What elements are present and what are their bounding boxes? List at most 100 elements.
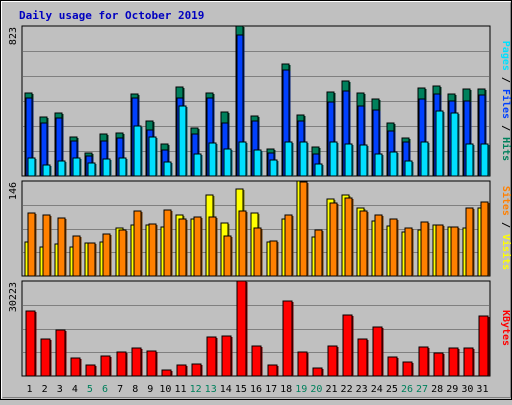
day-label-18: 18: [280, 384, 292, 395]
legend-sites: Sites: [500, 186, 512, 216]
day-label-19: 19: [295, 384, 307, 395]
kbytes-bar-day-22: [342, 314, 353, 377]
sites-bar-day-14: [223, 235, 232, 277]
legend-hits: Hits: [500, 137, 512, 161]
pages-bar-day-18: [284, 141, 293, 177]
day-label-14: 14: [220, 384, 232, 395]
kbytes-bar-day-30: [463, 347, 474, 377]
sites-bar-day-31: [480, 201, 489, 277]
day-label-15: 15: [235, 384, 247, 395]
pages-bar-day-19: [299, 141, 308, 177]
kbytes-bar-day-3: [55, 329, 66, 377]
pages-bar-day-28: [435, 110, 444, 177]
day-label-11: 11: [174, 384, 186, 395]
legend-pages: Pages: [500, 41, 511, 71]
sites-bar-day-30: [465, 207, 474, 277]
pages-bar-day-12: [193, 153, 202, 177]
sites-bar-day-11: [178, 218, 187, 277]
pages-bar-day-9: [148, 136, 157, 177]
kbytes-bar-day-2: [40, 338, 51, 377]
day-label-20: 20: [310, 384, 322, 395]
day-label-3: 3: [57, 384, 63, 395]
kbytes-bar-day-6: [100, 355, 111, 377]
kbytes-bar-day-9: [146, 350, 157, 377]
pages-bar-day-7: [118, 157, 127, 177]
kbytes-bar-day-13: [206, 336, 217, 377]
sites-bar-day-17: [269, 240, 278, 277]
sites-bar-day-13: [208, 216, 217, 277]
day-label-23: 23: [356, 384, 368, 395]
day-label-5: 5: [87, 384, 93, 395]
day-label-25: 25: [386, 384, 398, 395]
kbytes-bar-day-14: [221, 335, 232, 377]
day-label-26: 26: [401, 384, 413, 395]
kbytes-bar-day-20: [312, 367, 323, 377]
kbytes-bar-day-1: [25, 310, 36, 377]
sites-bar-day-21: [329, 202, 338, 277]
legend-files: Files: [500, 89, 512, 119]
sites-bar-day-5: [87, 242, 96, 277]
day-label-28: 28: [431, 384, 443, 395]
sites-bar-day-20: [314, 229, 323, 277]
kbytes-bar-day-16: [251, 345, 262, 377]
sites-bar-day-4: [72, 235, 81, 277]
pages-bar-day-6: [102, 158, 111, 177]
legend-separator: /: [500, 71, 511, 89]
day-label-29: 29: [446, 384, 458, 395]
pages-bar-day-4: [72, 157, 81, 177]
kbytes-bar-day-4: [70, 357, 81, 377]
kbytes-bar-day-25: [387, 356, 398, 377]
pages-bar-day-8: [133, 125, 142, 177]
legend-visits: Visits: [500, 234, 512, 270]
day-label-17: 17: [265, 384, 277, 395]
kbytes-bar-day-18: [282, 300, 293, 377]
sites-bar-day-24: [374, 214, 383, 277]
pages-bar-day-30: [465, 143, 474, 177]
legend-separator: /: [500, 216, 511, 234]
panel-2-legend: Sites / Visits: [500, 186, 512, 270]
kbytes-bar-day-23: [357, 338, 368, 377]
pages-bar-day-27: [420, 141, 429, 177]
day-label-24: 24: [371, 384, 383, 395]
pages-bar-day-23: [359, 144, 368, 177]
kbytes-bar-day-12: [191, 363, 202, 377]
pages-bar-day-25: [389, 151, 398, 177]
kbytes-bar-day-29: [448, 347, 459, 377]
kbytes-bar-day-27: [418, 346, 429, 377]
panel-1-legend: Pages / Files / Hits: [500, 41, 512, 161]
day-label-7: 7: [117, 384, 123, 395]
sites-bar-day-27: [420, 221, 429, 277]
day-label-30: 30: [461, 384, 473, 395]
legend-separator: /: [500, 119, 511, 137]
sites-bar-day-12: [193, 216, 202, 277]
kbytes-bar-day-26: [402, 361, 413, 377]
pages-bar-day-22: [344, 143, 353, 177]
sites-bar-day-1: [27, 212, 36, 277]
day-label-12: 12: [190, 384, 202, 395]
kbytes-bar-day-28: [433, 352, 444, 377]
sites-bar-day-9: [148, 223, 157, 277]
sites-bar-day-6: [102, 233, 111, 277]
day-label-22: 22: [341, 384, 353, 395]
pages-bar-day-31: [480, 143, 489, 177]
sites-bar-day-29: [450, 226, 459, 277]
legend-kbytes: KBytes: [500, 310, 511, 346]
panel-3-legend: KBytes: [500, 310, 511, 346]
sites-bar-day-15: [238, 210, 247, 277]
day-label-31: 31: [476, 384, 488, 395]
pages-bar-day-16: [253, 149, 262, 177]
pages-bar-day-24: [374, 153, 383, 177]
pages-bar-day-10: [163, 161, 172, 177]
sites-bar-day-26: [404, 227, 413, 277]
pages-bar-day-3: [57, 160, 66, 177]
pages-bar-day-5: [87, 162, 96, 177]
day-label-4: 4: [72, 384, 78, 395]
sites-bar-day-2: [42, 214, 51, 277]
day-label-27: 27: [416, 384, 428, 395]
sites-bar-day-16: [253, 227, 262, 277]
day-label-21: 21: [325, 384, 337, 395]
kbytes-bar-day-31: [478, 315, 489, 377]
day-label-9: 9: [147, 384, 153, 395]
sites-bar-day-3: [57, 217, 66, 277]
kbytes-bar-day-7: [116, 351, 127, 377]
